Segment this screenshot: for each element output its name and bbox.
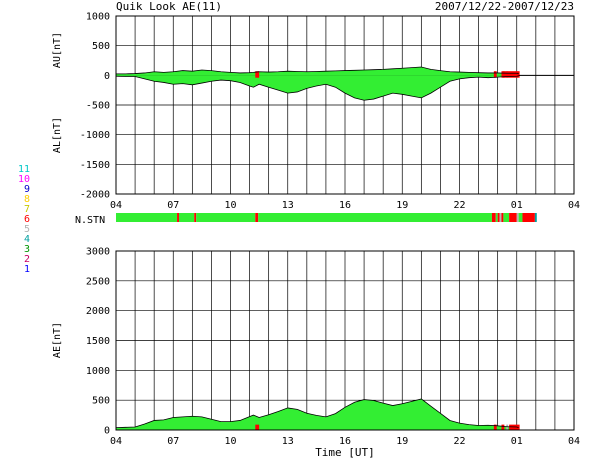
station-highlight bbox=[501, 424, 505, 430]
y-tick-label: -500 bbox=[86, 101, 110, 112]
al-area bbox=[116, 75, 519, 101]
legend-station-7: 7 bbox=[24, 204, 30, 215]
nstn-segment bbox=[194, 213, 197, 222]
au-axis-label: AU[nT] bbox=[52, 32, 63, 68]
legend-station-8: 8 bbox=[24, 194, 30, 205]
station-highlight bbox=[501, 71, 505, 78]
x-tick-label: 13 bbox=[282, 200, 294, 211]
nstn-segment bbox=[495, 213, 498, 222]
y-tick-label: 0 bbox=[104, 426, 110, 437]
x-tick-label: 10 bbox=[224, 436, 236, 447]
y-tick-label: -1500 bbox=[80, 160, 110, 171]
station-highlight bbox=[255, 424, 260, 430]
al-axis-label: AL[nT] bbox=[52, 117, 63, 153]
y-tick-label: 1000 bbox=[86, 12, 110, 23]
x-tick-label: 22 bbox=[453, 200, 465, 211]
y-tick-label: 2500 bbox=[86, 276, 110, 287]
x-tick-label: 01 bbox=[511, 200, 523, 211]
panel-frame bbox=[115, 15, 575, 195]
station-highlight bbox=[255, 71, 260, 78]
x-tick-label: 04 bbox=[568, 200, 580, 211]
y-tick-label: 500 bbox=[92, 396, 110, 407]
legend-station-9: 9 bbox=[24, 184, 30, 195]
au-line bbox=[116, 66, 519, 75]
x-tick-label: 04 bbox=[568, 436, 580, 447]
x-tick-label: 19 bbox=[396, 200, 408, 211]
nstn-segment bbox=[499, 213, 502, 222]
x-tick-label: 07 bbox=[167, 200, 179, 211]
legend-station-4: 4 bbox=[24, 234, 30, 245]
x-tick-label: 16 bbox=[339, 200, 351, 211]
panel-frame bbox=[115, 250, 575, 431]
x-tick-label: 07 bbox=[167, 436, 179, 447]
nstn-segment bbox=[509, 213, 517, 222]
nstn-segment bbox=[516, 213, 519, 222]
station-count-bar bbox=[116, 213, 537, 222]
legend-station-11: 11 bbox=[18, 164, 30, 175]
nstn-segment bbox=[116, 213, 178, 222]
au-area bbox=[116, 67, 519, 76]
nstn-segment bbox=[518, 213, 523, 222]
station-highlight bbox=[506, 424, 509, 430]
x-tick-label: 22 bbox=[453, 436, 465, 447]
x-tick-label: 10 bbox=[224, 200, 236, 211]
al-line bbox=[115, 75, 519, 101]
x-tick-label: 04 bbox=[110, 200, 122, 211]
ae-area bbox=[116, 398, 519, 430]
nstn-segment bbox=[497, 213, 500, 222]
ae-axis-label: AE[nT] bbox=[52, 322, 63, 358]
legend-station-10: 10 bbox=[18, 174, 30, 185]
station-highlight bbox=[503, 71, 520, 78]
x-tick-label: 16 bbox=[339, 436, 351, 447]
nstn-segment bbox=[177, 213, 179, 222]
x-axis-label: Time [UT] bbox=[315, 446, 375, 459]
nstn-label: N.STN bbox=[75, 215, 105, 226]
legend-station-3: 3 bbox=[24, 244, 30, 255]
x-tick-label: 01 bbox=[511, 436, 523, 447]
legend-station-6: 6 bbox=[24, 214, 30, 225]
y-tick-label: 0 bbox=[104, 71, 110, 82]
chart-title: Quik Look AE(11) bbox=[116, 0, 222, 13]
legend-station-5: 5 bbox=[24, 224, 30, 235]
y-tick-label: -2000 bbox=[80, 190, 110, 201]
legend-station-1: 1 bbox=[24, 264, 30, 275]
nstn-segment bbox=[178, 213, 195, 222]
x-tick-label: 13 bbox=[282, 436, 294, 447]
nstn-segment bbox=[522, 213, 535, 222]
ae-line bbox=[115, 398, 519, 429]
date-range: 2007/12/22-2007/12/23 bbox=[435, 0, 574, 13]
nstn-segment bbox=[501, 213, 504, 222]
y-tick-label: -1000 bbox=[80, 130, 110, 141]
y-tick-label: 1500 bbox=[86, 336, 110, 347]
nstn-segment bbox=[196, 213, 256, 222]
y-tick-label: 2000 bbox=[86, 306, 110, 317]
station-highlight bbox=[493, 71, 497, 78]
x-tick-label: 04 bbox=[110, 436, 122, 447]
nstn-segment bbox=[503, 213, 510, 222]
nstn-segment bbox=[255, 213, 259, 222]
legend-station-2: 2 bbox=[24, 254, 30, 265]
x-tick-label: 19 bbox=[396, 436, 408, 447]
y-tick-label: 1000 bbox=[86, 366, 110, 377]
station-highlight bbox=[493, 424, 497, 430]
y-tick-label: 500 bbox=[92, 41, 110, 52]
nstn-segment bbox=[491, 213, 496, 222]
nstn-segment bbox=[534, 213, 537, 222]
nstn-segment bbox=[258, 213, 492, 222]
y-tick-label: 3000 bbox=[86, 247, 110, 258]
